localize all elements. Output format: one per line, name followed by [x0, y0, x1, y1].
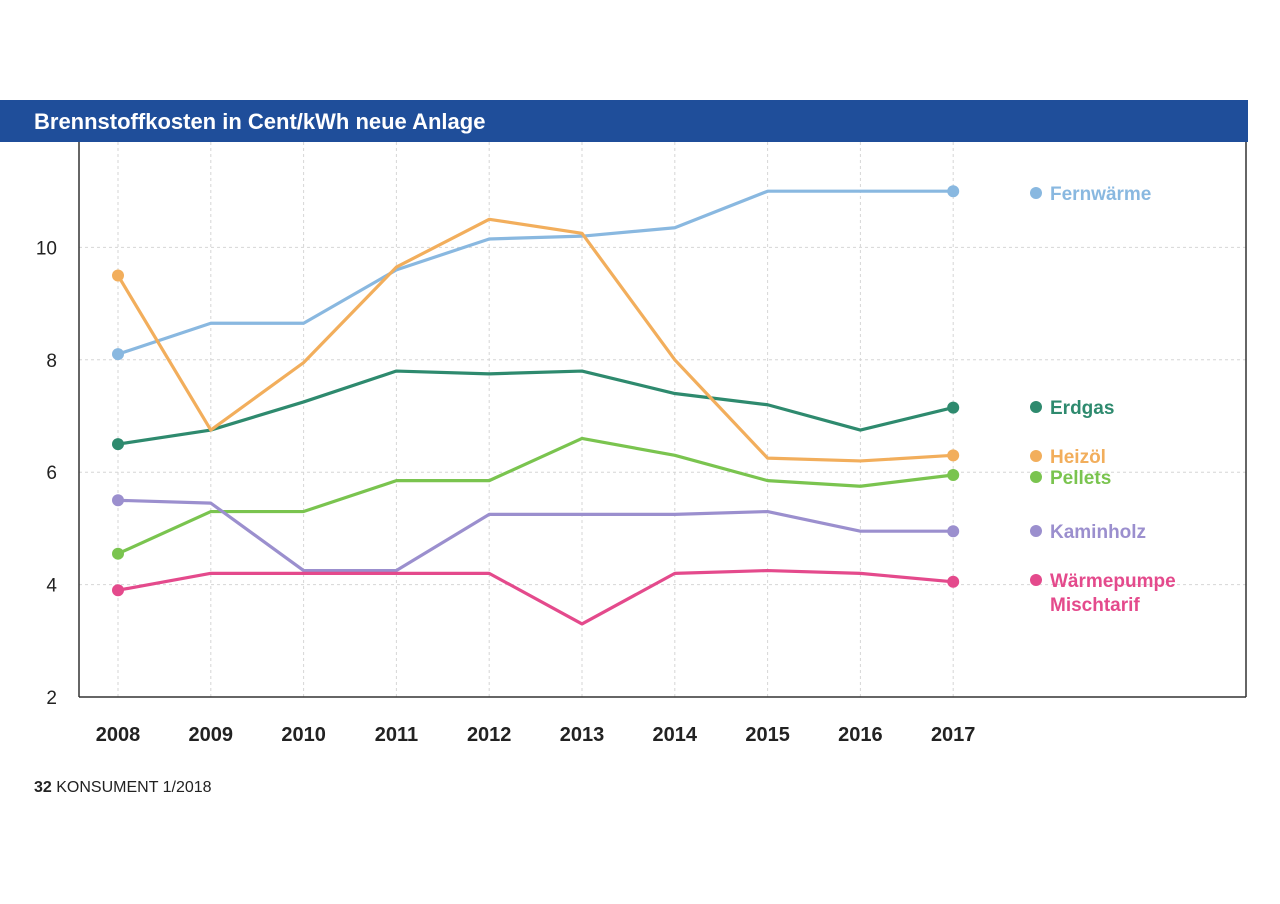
data-point-start — [112, 584, 124, 597]
legend-item-heizöl: Heizöl — [1030, 447, 1106, 468]
legend-label: Kaminholz — [1050, 522, 1146, 543]
legend-marker — [1030, 450, 1042, 462]
y-tick-label: 6 — [46, 463, 57, 484]
data-point-start — [112, 547, 124, 560]
legend-marker — [1030, 187, 1042, 199]
data-point-start — [112, 438, 124, 451]
series-heizöl — [112, 217, 960, 463]
series-erdgas — [112, 369, 960, 451]
x-tick-label: 2008 — [96, 724, 141, 746]
x-tick-label: 2013 — [560, 724, 605, 746]
legend-item-erdgas: Erdgas — [1030, 398, 1114, 419]
legend-marker — [1030, 401, 1042, 413]
legend-marker — [1030, 525, 1042, 537]
x-tick-label: 2014 — [653, 724, 698, 746]
series-line — [116, 217, 955, 463]
x-tick-label: 2012 — [467, 724, 512, 746]
axes: 2 4 6 8 10 2008 2009 2010 2011 2012 2013 2014 2015 20… — [36, 142, 1247, 746]
series-line — [116, 189, 955, 356]
x-tick-label: 2009 — [189, 724, 234, 746]
legend-label: Pellets — [1050, 468, 1111, 489]
legend-label: Wärmepumpe — [1050, 571, 1176, 592]
series-kaminholz — [112, 494, 960, 573]
data-point-end — [947, 525, 960, 538]
series-line — [116, 568, 955, 626]
data-point-start — [112, 494, 124, 507]
page-footer: 32 KONSUMENT 1/2018 — [34, 779, 212, 797]
page-number: 32 — [34, 779, 52, 796]
legend-marker — [1030, 574, 1042, 586]
chart-title: Brennstoffkosten in Cent/kWh neue Anlage — [34, 109, 486, 134]
x-tick-label: 2015 — [745, 724, 790, 746]
data-point-end — [947, 185, 960, 198]
x-tick-label: 2016 — [838, 724, 883, 746]
legend-marker — [1030, 471, 1042, 483]
y-tick-label: 4 — [46, 576, 57, 597]
series-wärmepumpe-mischtarif — [112, 568, 960, 626]
legend-label: Fernwärme — [1050, 184, 1151, 205]
data-point-end — [947, 449, 960, 462]
data-point-end — [947, 469, 960, 482]
y-tick-label: 8 — [46, 351, 57, 372]
grid — [79, 142, 1246, 697]
y-tick-label: 10 — [36, 238, 57, 259]
data-point-start — [112, 269, 124, 282]
series-pellets — [112, 436, 960, 560]
series-fernwärme — [112, 185, 960, 361]
legend-item-fernwärme: Fernwärme — [1030, 184, 1151, 205]
series-line — [116, 436, 955, 556]
title-bar: Brennstoffkosten in Cent/kWh neue Anlage — [0, 100, 1248, 142]
legend-label: Mischtarif — [1050, 595, 1140, 616]
data-point-end — [947, 575, 960, 588]
y-tick-label: 2 — [46, 688, 57, 709]
legend-item-wärmepumpe-mischtarif: Wärmepumpe Mischtarif — [1030, 571, 1176, 616]
x-tick-label: 2017 — [931, 724, 976, 746]
legend-item-kaminholz: Kaminholz — [1030, 522, 1146, 543]
series-line — [116, 369, 955, 446]
data-point-end — [947, 401, 960, 414]
x-tick-label: 2010 — [281, 724, 326, 746]
series-lines — [112, 185, 960, 626]
legend-item-pellets: Pellets — [1030, 468, 1111, 489]
data-point-start — [112, 348, 124, 361]
series-line — [116, 498, 955, 573]
publication-name: KONSUMENT 1/2018 — [56, 779, 212, 796]
legend-label: Heizöl — [1050, 447, 1106, 468]
x-tick-label: 2011 — [375, 724, 418, 746]
legend-label: Erdgas — [1050, 398, 1114, 419]
